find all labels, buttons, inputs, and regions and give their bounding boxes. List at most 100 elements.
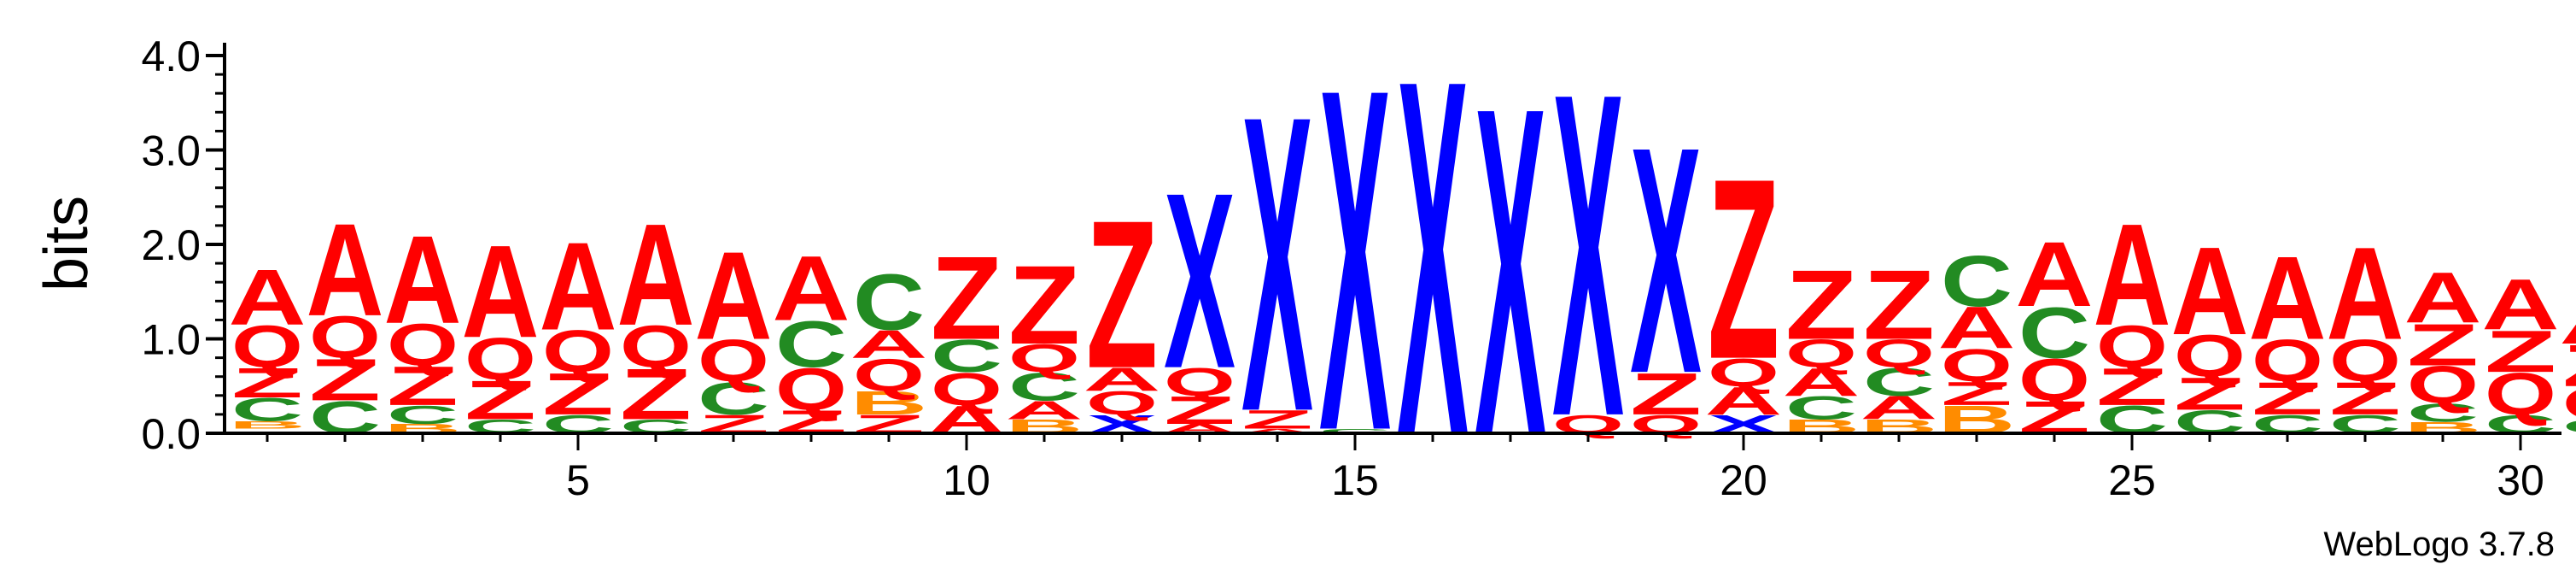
logo-glyph-q: Q [2018, 347, 2090, 413]
x-axis: 5 10 15 20 25 30 [225, 432, 2561, 504]
logo-glyph-q: Q [2174, 324, 2246, 390]
x-tick-label: 25 [2108, 456, 2156, 504]
logo-glyph-c: C [1941, 240, 2012, 321]
logo-glyph-q: Q [620, 314, 692, 380]
logo-glyph-a: A [2404, 257, 2482, 338]
logo-glyph-z: Z [1241, 405, 1313, 434]
logo-glyph-c: C [931, 331, 1002, 382]
x-tick-label: 30 [2497, 456, 2544, 504]
logo-glyph-z: Z [464, 369, 536, 431]
logo-glyph-q: Q [464, 326, 536, 392]
y-axis-title: bits [32, 196, 101, 291]
logo-glyph-q: Q [1708, 350, 1779, 395]
logo-glyph-z: Z [542, 361, 614, 427]
logo-glyph-b: B [229, 419, 307, 431]
logo-glyph-q: Q [2329, 328, 2401, 394]
logo-glyph-z: Z [1708, 125, 1779, 413]
logo-glyph-q: Q [775, 356, 847, 422]
logo-glyph-q: Q [309, 305, 381, 371]
logo-glyph-q: Q [1941, 340, 2012, 391]
logo-glyph-q: Q [2407, 355, 2479, 414]
logo-glyph-q: Q [1785, 332, 1857, 376]
logo-glyph-z: Z [931, 232, 1002, 365]
logo-glyph-z: Z [2562, 332, 2576, 399]
logo-glyph-a: A [462, 217, 540, 365]
logo-glyph-q: Q [231, 314, 303, 380]
logo-glyph-q: Q [387, 312, 459, 378]
logo-glyph-x: X [1475, 10, 1547, 533]
x-tick-label: 5 [566, 456, 590, 504]
y-tick-label: 2.0 [141, 221, 201, 269]
logo-glyph-z: Z [2485, 319, 2556, 385]
logo-glyph-a: A [1705, 379, 1783, 423]
logo-glyph-x: X [1164, 141, 1235, 420]
logo-glyph-a: A [1783, 360, 1860, 404]
logo-glyph-a: A [1006, 396, 1084, 425]
logo-glyph-c: C [1785, 390, 1857, 426]
logo-glyph-a: A [229, 254, 307, 342]
logo-glyph-z: Z [2252, 373, 2323, 425]
logo-glyph-q: Q [1164, 360, 1235, 404]
logo-glyph-q: Q [2096, 314, 2168, 380]
y-axis-ticks: 0.0 1.0 2.0 3.0 4.0 [141, 32, 225, 458]
logo-glyph-q: Q [1863, 332, 1935, 376]
logo-glyph-a: A [695, 225, 773, 365]
logo-glyph-a: A [2482, 264, 2560, 345]
logo-glyph-z: Z [1941, 375, 2012, 412]
y-tick-label: 0.0 [141, 410, 201, 458]
logo-glyph-x: X [1630, 79, 1703, 441]
logo-glyph-q: Q [698, 328, 769, 394]
y-tick-label: 4.0 [141, 32, 201, 80]
logo-glyph-a: A [540, 215, 617, 356]
logo-glyph-gap: _ [229, 427, 305, 435]
logo-glyph-z: Z [1863, 250, 1935, 360]
logo-glyph-c: C [2562, 415, 2576, 438]
y-axis: 0.0 1.0 2.0 3.0 4.0 bits [32, 32, 226, 458]
logo-glyph-a: A [2171, 220, 2249, 361]
x-tick-label: 10 [943, 456, 990, 504]
logo-glyph-q: Q [2252, 328, 2323, 394]
logo-glyph-z: Z [2329, 373, 2401, 425]
logo-glyph-z: Z [2407, 312, 2479, 379]
logo-glyph-a: A [307, 196, 384, 344]
logo-glyph-b: B [850, 385, 928, 421]
logo-glyph-a: A [1084, 361, 1161, 397]
logo-glyph-c: C [387, 400, 459, 429]
logo-glyph-a: A [2016, 222, 2094, 326]
logo-glyph-z: Z [1785, 250, 1857, 360]
weblogo-footer: WebLogo 3.7.8 [2323, 526, 2555, 563]
logo-glyph-q: Q [931, 364, 1002, 415]
logo-glyph-c: C [2018, 292, 2090, 373]
logo-glyph-z: Z [1008, 243, 1080, 367]
logo-glyph-x: X [1552, 0, 1625, 514]
x-tick-label: 15 [1331, 456, 1379, 504]
x-axis-ticks: 5 10 15 20 25 30 [266, 433, 2544, 504]
logo-glyph-c: C [853, 259, 925, 347]
logo-glyph-z: Z [620, 355, 692, 435]
logo-glyph-stacks: _BCZQACZQABCZQACZQACZQACZQAZCQAZQCAZBQAC… [229, 0, 2576, 542]
logo-glyph-c: C [1319, 427, 1391, 435]
logo-glyph-a: A [2327, 219, 2404, 367]
logo-glyph-a: A [1239, 427, 1317, 435]
y-tick-label: 1.0 [141, 316, 201, 364]
logo-glyph-q: Q [2485, 361, 2556, 427]
logo-glyph-c: C [775, 308, 847, 381]
y-tick-label: 3.0 [141, 127, 201, 175]
logo-glyph-q: Q [2562, 378, 2576, 429]
logo-glyph-z: Z [1164, 388, 1235, 432]
logo-glyph-c: C [1863, 360, 1935, 404]
logo-glyph-a: A [617, 194, 695, 356]
logo-glyph-z: Z [1630, 361, 1702, 427]
logo-glyph-z: Z [387, 355, 459, 416]
logo-glyph-a: A [2560, 297, 2576, 356]
x-tick-label: 20 [1720, 456, 1767, 504]
logo-glyph-a: A [1860, 390, 1938, 426]
logo-glyph-a: A [2249, 232, 2327, 365]
logo-glyph-z: Z [2096, 357, 2168, 416]
logo-glyph-c: C [231, 391, 303, 428]
logo-glyph-z: Z [309, 347, 381, 414]
logo-glyph-q: Q [853, 350, 925, 401]
logo-glyph-z: Z [231, 359, 303, 406]
logo-glyph-z: Z [1086, 177, 1158, 413]
